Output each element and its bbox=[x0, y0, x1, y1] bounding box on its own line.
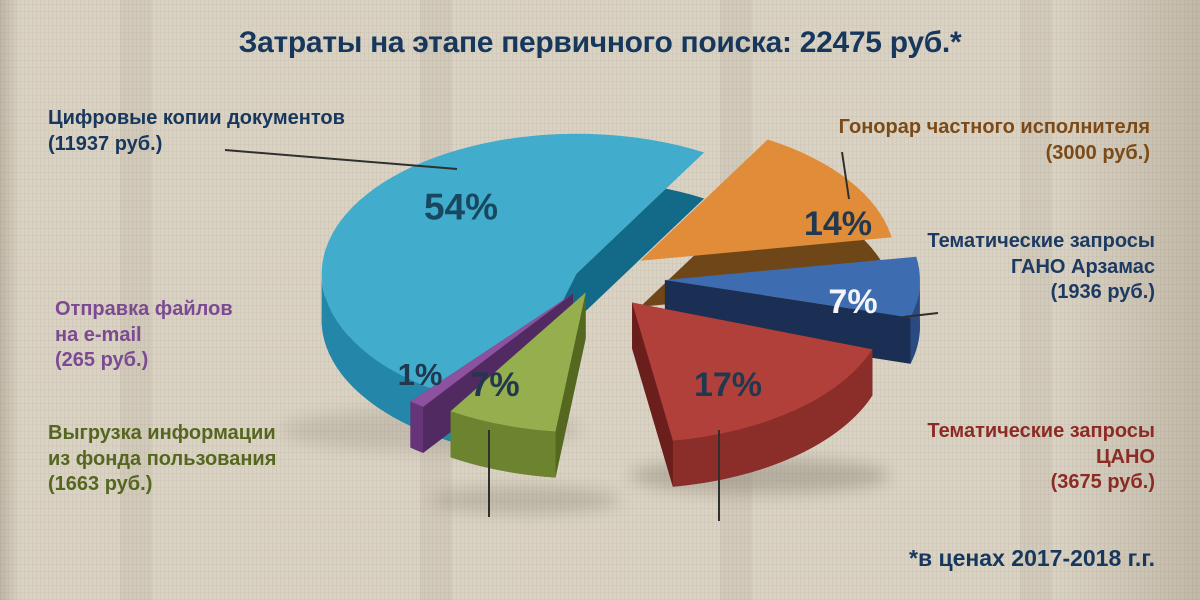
footnote-prices: *в ценах 2017-2018 г.г. bbox=[909, 545, 1155, 571]
callout-gano-arzamas: Тематические запросы ГАНО Арзамас (1936 … bbox=[927, 230, 1155, 304]
callout-private-executor-fee: Гонорар частного исполнителя (3000 руб.) bbox=[838, 116, 1150, 164]
callout-digital-copies: Цифровые копии документов (11937 руб.) bbox=[48, 107, 345, 155]
callout-email-files: Отправка файлов на e-mail (265 руб.) bbox=[55, 298, 233, 372]
callout-fund-unload: Выгрузка информации из фонда пользования… bbox=[48, 422, 277, 496]
chart-title: Затраты на этапе первичного поиска: 2247… bbox=[238, 26, 962, 59]
pct-label-1: 14% bbox=[804, 205, 872, 243]
pie-slice-4 bbox=[450, 292, 586, 478]
pct-label-3: 17% bbox=[694, 366, 762, 404]
leader-lines bbox=[224, 149, 939, 521]
callout-cano: Тематические запросы ЦАНО (3675 руб.) bbox=[927, 420, 1155, 494]
pie-slice-3 bbox=[632, 302, 873, 487]
pct-label-4: 7% bbox=[470, 366, 519, 404]
pct-label-0: 54% bbox=[424, 186, 498, 227]
pct-label-5: 1% bbox=[398, 357, 443, 392]
pct-label-2: 7% bbox=[828, 283, 877, 321]
